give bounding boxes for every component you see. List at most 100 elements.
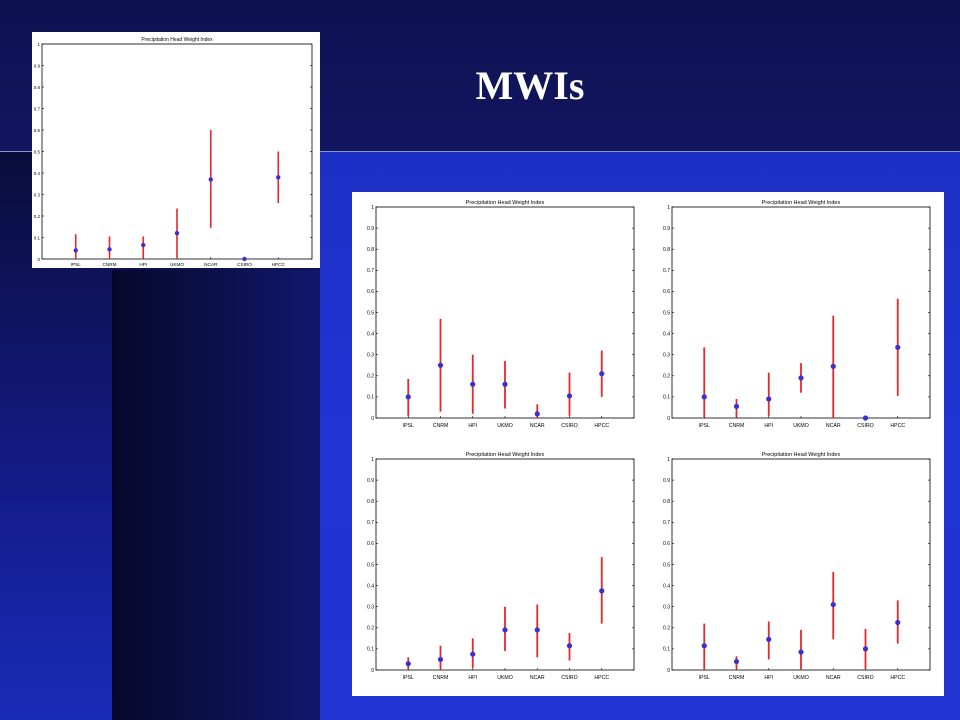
y-tick-label: 0.8 <box>34 85 41 90</box>
x-tick-label: CNRM <box>433 675 449 681</box>
y-tick-label: 0.9 <box>663 226 670 232</box>
y-tick-label: 0.1 <box>367 647 374 653</box>
x-tick-label: HPI <box>139 262 147 267</box>
y-tick-label: 0 <box>371 668 374 674</box>
chart-1: Precipitation Head Weight Index 0 0.1 0.2 0.… <box>367 200 635 429</box>
data-point <box>895 344 901 350</box>
data-point <box>733 658 740 665</box>
chart-panel-single <box>32 32 320 268</box>
y-tick-label: 0.9 <box>663 478 670 484</box>
y-tick-label: 0.7 <box>367 520 374 526</box>
x-tick-label: HPI <box>468 423 477 429</box>
header-divider <box>0 151 960 152</box>
y-tick-label: 0.6 <box>367 541 374 547</box>
y-tick-label: 0 <box>371 416 374 422</box>
y-tick-label: 0.4 <box>367 583 374 589</box>
x-tick-label: HPCC <box>594 423 609 429</box>
x-tick-label: HPCC <box>890 675 905 681</box>
y-tick-label: 0.1 <box>663 395 670 401</box>
data-point <box>405 661 411 667</box>
data-point <box>534 411 540 417</box>
chart-title: Precipitation Head Weight Index <box>762 452 841 458</box>
data-point <box>242 256 247 262</box>
data-point <box>470 651 476 657</box>
x-tick-label: HPCC <box>594 675 609 681</box>
y-tick-label: 0.9 <box>367 478 374 484</box>
x-tick-label: NCAR <box>826 675 841 681</box>
y-tick-label: 0.2 <box>367 626 374 632</box>
x-tick-label: IPSL <box>699 675 710 681</box>
y-tick-label: 1 <box>667 457 670 463</box>
y-tick-label: 0.9 <box>367 226 374 232</box>
y-tick-label: 0 <box>37 257 40 262</box>
data-point <box>534 627 540 633</box>
y-tick-label: 0.4 <box>663 583 670 589</box>
y-tick-label: 0.1 <box>663 647 670 653</box>
x-tick-label: IPSL <box>71 262 82 267</box>
y-tick-label: 0.3 <box>34 192 41 197</box>
slide-title: MWIs <box>475 63 585 108</box>
chart-panel-grid <box>352 192 944 696</box>
y-tick-label: 0.8 <box>663 247 670 253</box>
middle-background-band <box>112 270 352 720</box>
x-tick-label: IPSL <box>699 423 710 429</box>
data-point <box>599 371 605 377</box>
y-tick-label: 0.5 <box>34 149 41 154</box>
y-tick-label: 0 <box>667 668 670 674</box>
data-point <box>174 231 180 236</box>
chart-title: Precipitation Head Weight Index <box>466 452 545 458</box>
x-tick-label: CNRM <box>102 262 116 267</box>
chart-title: Precipitation Head Weight Index <box>141 37 213 43</box>
x-tick-label: UKMO <box>170 262 184 267</box>
x-tick-label: CSIRO <box>857 675 873 681</box>
y-tick-label: 0.1 <box>367 395 374 401</box>
x-tick-label: HPI <box>468 675 477 681</box>
data-point <box>701 643 707 649</box>
data-point <box>437 656 444 663</box>
chart-0: Precipitation Head Weight Index 0 0.1 0.2 0.… <box>34 37 313 267</box>
y-tick-label: 0.2 <box>663 626 670 632</box>
data-point <box>798 375 804 381</box>
data-point <box>470 381 476 387</box>
data-point <box>141 242 146 248</box>
x-tick-label: CSIRO <box>237 262 252 267</box>
x-tick-label: CSIRO <box>857 423 873 429</box>
chart-4: Precipitation Head Weight Index 0 0.1 0.2 0.… <box>663 452 931 681</box>
data-point <box>276 175 281 180</box>
chart-title: Precipitation Head Weight Index <box>762 200 841 206</box>
x-tick-label: NCAR <box>530 675 545 681</box>
y-tick-label: 0.8 <box>367 499 374 505</box>
y-tick-label: 1 <box>667 205 670 211</box>
y-tick-label: 0.8 <box>367 247 374 253</box>
data-point <box>566 643 573 649</box>
y-tick-label: 0.2 <box>663 374 670 380</box>
y-tick-label: 0.4 <box>663 331 670 337</box>
x-tick-label: UKMO <box>793 423 809 429</box>
data-point <box>798 649 804 655</box>
y-tick-label: 0.9 <box>34 63 41 68</box>
x-tick-label: CNRM <box>729 423 745 429</box>
data-point <box>502 381 508 387</box>
data-point <box>107 247 112 252</box>
data-point <box>862 415 869 421</box>
data-point <box>502 627 508 633</box>
data-point <box>599 588 605 594</box>
y-tick-label: 0.7 <box>663 268 670 274</box>
x-tick-label: UKMO <box>497 675 513 681</box>
data-point <box>208 177 213 182</box>
x-tick-label: HPI <box>764 675 773 681</box>
y-tick-label: 0.5 <box>367 562 374 568</box>
y-tick-label: 1 <box>37 42 40 47</box>
y-tick-label: 0.6 <box>34 128 41 133</box>
data-point <box>766 396 772 402</box>
x-tick-label: CNRM <box>433 423 449 429</box>
y-tick-label: 0.6 <box>663 541 670 547</box>
y-tick-label: 0.5 <box>367 310 374 316</box>
x-tick-label: HPI <box>764 423 773 429</box>
y-tick-label: 0.4 <box>367 331 374 337</box>
data-point <box>566 393 573 399</box>
y-tick-label: 0.3 <box>663 605 670 611</box>
data-point <box>437 362 444 368</box>
x-tick-label: NCAR <box>826 423 841 429</box>
x-tick-label: CSIRO <box>561 423 577 429</box>
